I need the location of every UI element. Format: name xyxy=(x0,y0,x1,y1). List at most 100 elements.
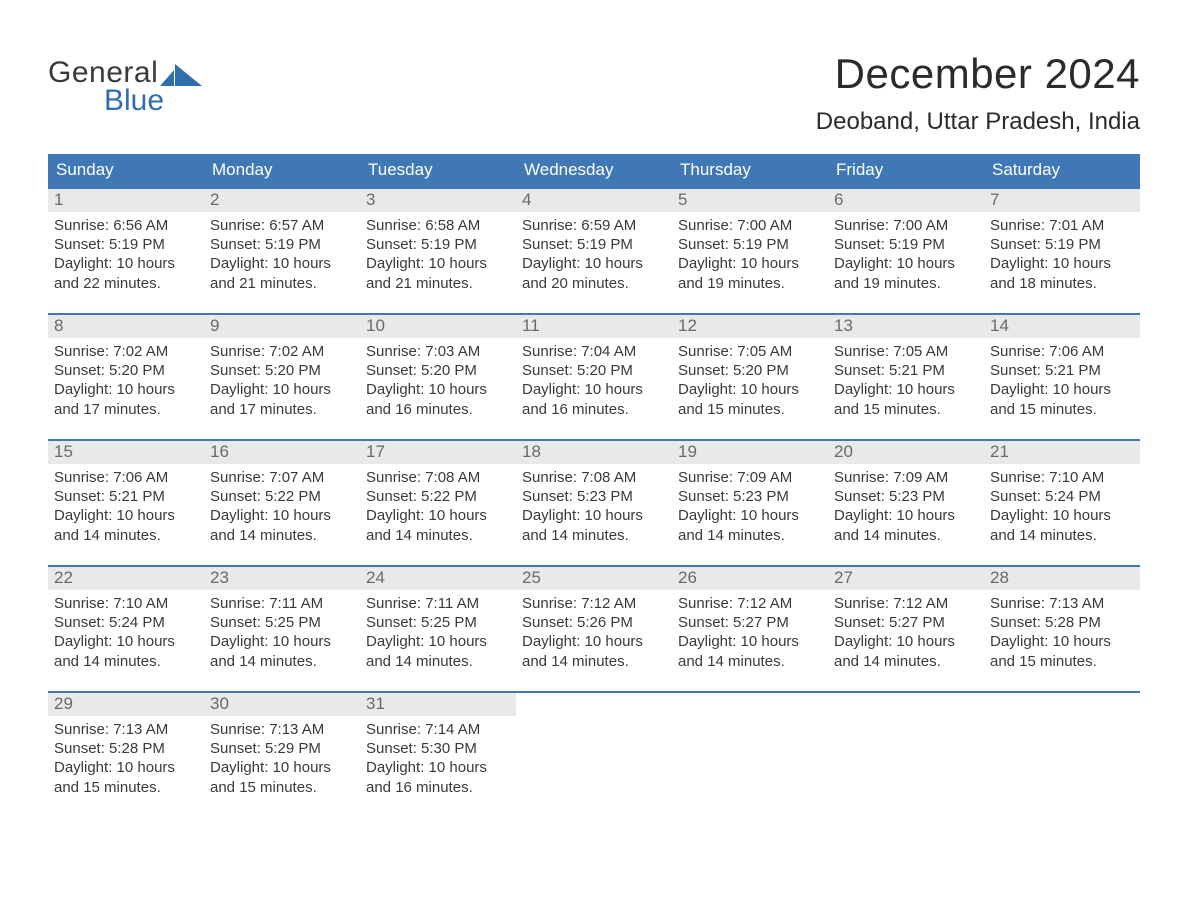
sunset-line: Sunset: 5:22 PM xyxy=(366,487,510,506)
day-number: 22 xyxy=(48,567,204,590)
day-number: 13 xyxy=(828,315,984,338)
sunrise-line: Sunrise: 7:02 AM xyxy=(210,342,354,361)
sunset-line: Sunset: 5:26 PM xyxy=(522,613,666,632)
sunrise-line: Sunrise: 7:05 AM xyxy=(678,342,822,361)
day-body: Sunrise: 7:06 AMSunset: 5:21 PMDaylight:… xyxy=(984,338,1140,425)
day-body: Sunrise: 6:59 AMSunset: 5:19 PMDaylight:… xyxy=(516,212,672,299)
day-cell: 9Sunrise: 7:02 AMSunset: 5:20 PMDaylight… xyxy=(204,315,360,427)
sunrise-line: Sunrise: 6:58 AM xyxy=(366,216,510,235)
daylight-line: Daylight: 10 hours and 16 minutes. xyxy=(366,758,510,796)
sunset-line: Sunset: 5:19 PM xyxy=(990,235,1134,254)
day-body: Sunrise: 6:58 AMSunset: 5:19 PMDaylight:… xyxy=(360,212,516,299)
sunset-line: Sunset: 5:19 PM xyxy=(366,235,510,254)
header: General Blue December 2024 Deoband, Utta… xyxy=(48,50,1140,136)
day-cell: 20Sunrise: 7:09 AMSunset: 5:23 PMDayligh… xyxy=(828,441,984,553)
sunset-line: Sunset: 5:21 PM xyxy=(990,361,1134,380)
sunrise-line: Sunrise: 7:06 AM xyxy=(54,468,198,487)
day-cell: 31Sunrise: 7:14 AMSunset: 5:30 PMDayligh… xyxy=(360,693,516,805)
day-number: 11 xyxy=(516,315,672,338)
day-number: 6 xyxy=(828,189,984,212)
day-number: 3 xyxy=(360,189,516,212)
sunrise-line: Sunrise: 6:56 AM xyxy=(54,216,198,235)
sunset-line: Sunset: 5:19 PM xyxy=(54,235,198,254)
day-number: 17 xyxy=(360,441,516,464)
day-body: Sunrise: 7:09 AMSunset: 5:23 PMDaylight:… xyxy=(828,464,984,551)
daylight-line: Daylight: 10 hours and 22 minutes. xyxy=(54,254,198,292)
daylight-line: Daylight: 10 hours and 14 minutes. xyxy=(678,632,822,670)
day-body: Sunrise: 7:11 AMSunset: 5:25 PMDaylight:… xyxy=(360,590,516,677)
sunrise-line: Sunrise: 7:00 AM xyxy=(834,216,978,235)
day-cell: 14Sunrise: 7:06 AMSunset: 5:21 PMDayligh… xyxy=(984,315,1140,427)
sunrise-line: Sunrise: 7:10 AM xyxy=(54,594,198,613)
day-body: Sunrise: 7:10 AMSunset: 5:24 PMDaylight:… xyxy=(984,464,1140,551)
sunset-line: Sunset: 5:19 PM xyxy=(522,235,666,254)
daylight-line: Daylight: 10 hours and 14 minutes. xyxy=(522,506,666,544)
week-row: 8Sunrise: 7:02 AMSunset: 5:20 PMDaylight… xyxy=(48,313,1140,427)
day-number: 15 xyxy=(48,441,204,464)
flag-icon xyxy=(160,64,202,86)
daylight-line: Daylight: 10 hours and 21 minutes. xyxy=(366,254,510,292)
sunrise-line: Sunrise: 7:12 AM xyxy=(522,594,666,613)
daylight-line: Daylight: 10 hours and 16 minutes. xyxy=(366,380,510,418)
day-number: 31 xyxy=(360,693,516,716)
sunrise-line: Sunrise: 7:03 AM xyxy=(366,342,510,361)
sunset-line: Sunset: 5:27 PM xyxy=(834,613,978,632)
day-number: 21 xyxy=(984,441,1140,464)
day-body: Sunrise: 6:57 AMSunset: 5:19 PMDaylight:… xyxy=(204,212,360,299)
day-body: Sunrise: 7:09 AMSunset: 5:23 PMDaylight:… xyxy=(672,464,828,551)
sunset-line: Sunset: 5:20 PM xyxy=(210,361,354,380)
sunrise-line: Sunrise: 7:09 AM xyxy=(834,468,978,487)
sunset-line: Sunset: 5:19 PM xyxy=(210,235,354,254)
sunrise-line: Sunrise: 7:00 AM xyxy=(678,216,822,235)
day-cell: 17Sunrise: 7:08 AMSunset: 5:22 PMDayligh… xyxy=(360,441,516,553)
day-number: 14 xyxy=(984,315,1140,338)
day-number: 27 xyxy=(828,567,984,590)
sunrise-line: Sunrise: 7:01 AM xyxy=(990,216,1134,235)
month-title: December 2024 xyxy=(816,50,1140,98)
day-number: 30 xyxy=(204,693,360,716)
sunrise-line: Sunrise: 7:13 AM xyxy=(990,594,1134,613)
day-of-week-header: SundayMondayTuesdayWednesdayThursdayFrid… xyxy=(48,154,1140,187)
day-number: 12 xyxy=(672,315,828,338)
day-body: Sunrise: 7:13 AMSunset: 5:29 PMDaylight:… xyxy=(204,716,360,803)
day-body: Sunrise: 7:05 AMSunset: 5:20 PMDaylight:… xyxy=(672,338,828,425)
day-cell: 2Sunrise: 6:57 AMSunset: 5:19 PMDaylight… xyxy=(204,189,360,301)
day-body: Sunrise: 7:08 AMSunset: 5:23 PMDaylight:… xyxy=(516,464,672,551)
day-cell: 29Sunrise: 7:13 AMSunset: 5:28 PMDayligh… xyxy=(48,693,204,805)
daylight-line: Daylight: 10 hours and 14 minutes. xyxy=(522,632,666,670)
day-body: Sunrise: 7:12 AMSunset: 5:26 PMDaylight:… xyxy=(516,590,672,677)
sunrise-line: Sunrise: 7:02 AM xyxy=(54,342,198,361)
day-body: Sunrise: 7:08 AMSunset: 5:22 PMDaylight:… xyxy=(360,464,516,551)
day-body: Sunrise: 7:00 AMSunset: 5:19 PMDaylight:… xyxy=(672,212,828,299)
day-cell: 24Sunrise: 7:11 AMSunset: 5:25 PMDayligh… xyxy=(360,567,516,679)
day-cell: 23Sunrise: 7:11 AMSunset: 5:25 PMDayligh… xyxy=(204,567,360,679)
day-cell: 15Sunrise: 7:06 AMSunset: 5:21 PMDayligh… xyxy=(48,441,204,553)
logo-text-bottom: Blue xyxy=(48,84,164,118)
day-number: 20 xyxy=(828,441,984,464)
logo: General Blue xyxy=(48,50,202,118)
daylight-line: Daylight: 10 hours and 15 minutes. xyxy=(990,632,1134,670)
daylight-line: Daylight: 10 hours and 14 minutes. xyxy=(366,506,510,544)
day-cell: 10Sunrise: 7:03 AMSunset: 5:20 PMDayligh… xyxy=(360,315,516,427)
location-title: Deoband, Uttar Pradesh, India xyxy=(816,108,1140,136)
day-cell: 6Sunrise: 7:00 AMSunset: 5:19 PMDaylight… xyxy=(828,189,984,301)
daylight-line: Daylight: 10 hours and 21 minutes. xyxy=(210,254,354,292)
week-row: 1Sunrise: 6:56 AMSunset: 5:19 PMDaylight… xyxy=(48,187,1140,301)
daylight-line: Daylight: 10 hours and 14 minutes. xyxy=(210,506,354,544)
day-number: 9 xyxy=(204,315,360,338)
day-number: 8 xyxy=(48,315,204,338)
sunset-line: Sunset: 5:21 PM xyxy=(54,487,198,506)
sunset-line: Sunset: 5:22 PM xyxy=(210,487,354,506)
sunrise-line: Sunrise: 7:13 AM xyxy=(210,720,354,739)
day-number: 24 xyxy=(360,567,516,590)
sunrise-line: Sunrise: 7:09 AM xyxy=(678,468,822,487)
day-number: 2 xyxy=(204,189,360,212)
calendar: SundayMondayTuesdayWednesdayThursdayFrid… xyxy=(48,154,1140,805)
day-cell: 4Sunrise: 6:59 AMSunset: 5:19 PMDaylight… xyxy=(516,189,672,301)
sunset-line: Sunset: 5:20 PM xyxy=(522,361,666,380)
sunset-line: Sunset: 5:20 PM xyxy=(366,361,510,380)
sunrise-line: Sunrise: 7:10 AM xyxy=(990,468,1134,487)
daylight-line: Daylight: 10 hours and 18 minutes. xyxy=(990,254,1134,292)
day-cell: 11Sunrise: 7:04 AMSunset: 5:20 PMDayligh… xyxy=(516,315,672,427)
dow-cell: Friday xyxy=(828,154,984,187)
